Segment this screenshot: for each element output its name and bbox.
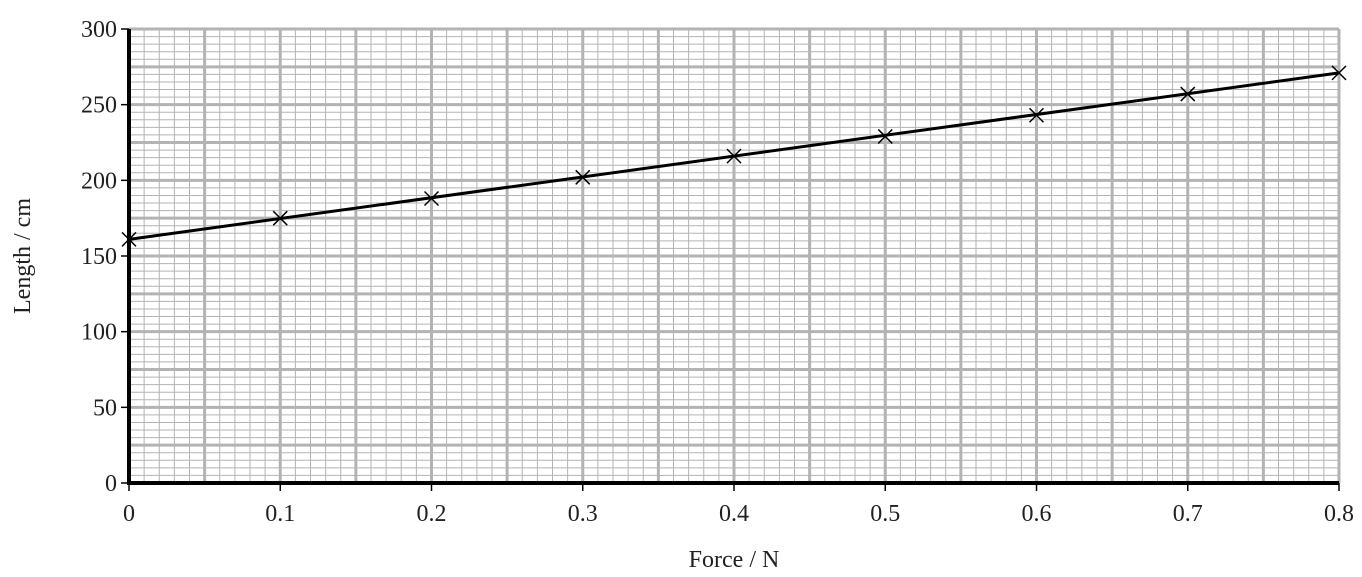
y-tick-label: 50: [93, 395, 117, 421]
data-point: [726, 148, 742, 164]
x-tick-label: 0.3: [568, 501, 598, 527]
data-point: [575, 169, 591, 185]
y-tick-labels: 0 50 100 150 200 250 300: [81, 17, 117, 497]
x-tick-label: 0.2: [417, 501, 447, 527]
x-tick-label: 0: [123, 501, 135, 527]
y-tick-label: 100: [81, 320, 117, 346]
x-tick-label: 0.7: [1173, 501, 1203, 527]
data-point: [1028, 107, 1045, 123]
data-point: [877, 128, 893, 144]
data-points: [121, 65, 1347, 247]
data-point: [423, 190, 440, 207]
axes: [121, 28, 1340, 491]
y-axis-title: Length / cm: [10, 198, 36, 314]
data-point: [121, 231, 137, 247]
y-tick-label: 250: [81, 93, 117, 119]
x-tick-label: 0.4: [719, 501, 749, 527]
x-axis-title: Force / N: [689, 547, 780, 573]
x-tick-label: 0.1: [265, 501, 295, 527]
y-tick-label: 0: [105, 471, 117, 497]
data-point: [272, 210, 288, 226]
y-tick-label: 200: [81, 168, 117, 194]
data-point: [1331, 65, 1347, 81]
data-point: [1180, 86, 1196, 102]
x-tick-label: 0.5: [870, 501, 900, 527]
y-tick-label: 300: [81, 17, 117, 43]
x-tick-label: 0.8: [1324, 501, 1354, 527]
x-tick-label: 0.6: [1022, 501, 1052, 527]
x-tick-labels: 0 0.1 0.2 0.3 0.4 0.5 0.6 0.7 0.8: [123, 501, 1354, 527]
y-tick-label: 150: [81, 244, 117, 270]
